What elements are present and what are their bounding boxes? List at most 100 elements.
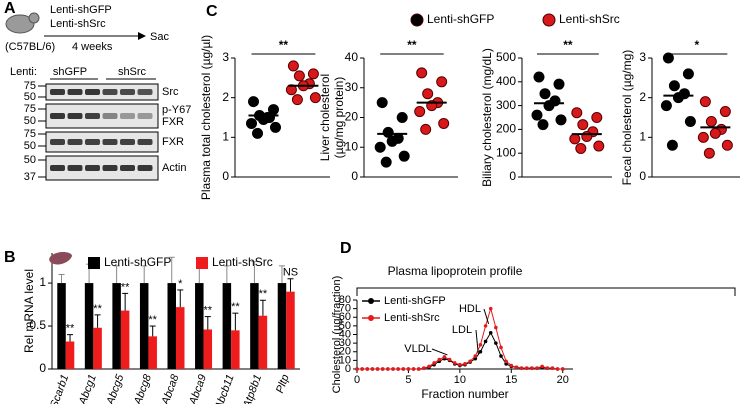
endpoint: Sac <box>150 31 169 43</box>
treatment: Lenti-shSrc <box>50 18 106 30</box>
x-tick-label: Abcg5 <box>104 372 127 404</box>
mw-marker: 37 <box>24 171 36 183</box>
data-point <box>473 354 478 358</box>
y-tick-label: 70 <box>339 303 351 315</box>
data-point <box>483 324 488 328</box>
data-point <box>262 112 273 123</box>
data-point <box>246 117 257 129</box>
data-point <box>569 133 581 145</box>
lane-label: shSrc <box>118 66 147 78</box>
data-point <box>420 123 432 135</box>
data-point <box>396 367 400 371</box>
data-point <box>365 367 370 371</box>
band <box>67 113 83 119</box>
legend-label: Lenti-shGFP <box>104 255 171 269</box>
x-tick-label: 5 <box>405 374 411 386</box>
data-point <box>555 114 567 126</box>
legend-label: Lenti-shGFP <box>427 12 494 26</box>
data-point <box>537 119 549 131</box>
band <box>85 89 100 95</box>
y-tick-label: 0.5 <box>29 318 46 332</box>
y-tick-label: 100 <box>496 145 516 159</box>
data-point <box>684 115 696 127</box>
bar <box>167 283 176 369</box>
bar <box>222 283 232 369</box>
data-point <box>705 115 717 127</box>
data-point <box>432 361 436 365</box>
data-point <box>370 367 375 371</box>
data-point <box>427 364 431 369</box>
x-tick-label: 0 <box>354 374 360 386</box>
data-point <box>360 367 364 371</box>
y-tick-label: 50 <box>339 320 351 332</box>
annotation: LDL <box>452 324 472 336</box>
bar <box>139 283 149 369</box>
data-point <box>391 367 395 371</box>
protein-label: Actin <box>162 162 186 174</box>
data-point <box>533 71 545 83</box>
y-tick-label: 0 <box>351 169 358 183</box>
band <box>50 89 65 95</box>
mw-marker: 50 <box>24 154 36 166</box>
y-tick-label: 2 <box>639 90 646 104</box>
mw-marker: 50 <box>24 91 36 103</box>
x-tick-label: Atp8b1 <box>241 373 265 404</box>
data-point <box>535 366 539 370</box>
data-point <box>509 363 514 368</box>
data-point <box>668 80 680 92</box>
x-tick-label: Abcb11 <box>213 373 237 404</box>
y-tick-label: 20 <box>339 346 351 358</box>
data-point <box>662 52 674 64</box>
protein-label: FXR <box>162 136 184 148</box>
protein-label: Src <box>162 86 179 98</box>
x-tick-label: Pltp <box>274 373 292 395</box>
band <box>67 89 83 95</box>
x-axis-label: Fraction number <box>421 387 508 401</box>
data-point <box>437 357 442 362</box>
data-point <box>468 359 472 364</box>
data-point <box>577 119 589 131</box>
y-tick-label: 1 <box>639 130 646 144</box>
data-point <box>287 60 299 72</box>
y-tick-label: 0 <box>509 169 516 183</box>
strain: (C57BL/6) <box>5 41 55 53</box>
band <box>120 113 135 119</box>
band <box>67 139 83 145</box>
data-point <box>488 306 493 311</box>
annotation-arrow <box>475 329 479 355</box>
significance: NS <box>283 267 298 279</box>
data-point <box>571 107 583 119</box>
annotation: VLDL <box>404 343 432 355</box>
data-point <box>719 106 731 118</box>
significance: * <box>695 38 700 52</box>
band <box>137 89 153 95</box>
band <box>120 165 135 171</box>
data-point <box>442 355 447 359</box>
data-point <box>524 366 529 370</box>
bar <box>250 283 259 369</box>
significance: ** <box>204 304 213 316</box>
y-tick-label: 2 <box>222 90 229 104</box>
lane-label: shGFP <box>53 66 87 78</box>
data-point <box>416 367 421 371</box>
y-tick-label: 0 <box>345 363 351 375</box>
band <box>120 89 135 95</box>
x-tick-label: 15 <box>505 374 517 386</box>
treatment: Lenti-shGFP <box>50 4 112 16</box>
panel-label: C <box>206 3 218 20</box>
data-point <box>494 341 498 345</box>
legend-swatch <box>88 257 100 269</box>
legend-swatch <box>410 13 424 27</box>
data-point <box>478 343 483 347</box>
chart-title: Plasma lipoprotein profile <box>388 264 523 278</box>
data-point <box>447 357 452 362</box>
data-point <box>411 367 416 371</box>
data-point <box>386 367 390 371</box>
band <box>137 139 153 145</box>
data-point <box>452 361 457 365</box>
mw-marker: 75 <box>24 128 36 140</box>
data-point <box>293 70 305 82</box>
y-tick-label: 30 <box>345 80 359 94</box>
data-point <box>438 117 450 129</box>
panel-label: D <box>340 240 352 257</box>
